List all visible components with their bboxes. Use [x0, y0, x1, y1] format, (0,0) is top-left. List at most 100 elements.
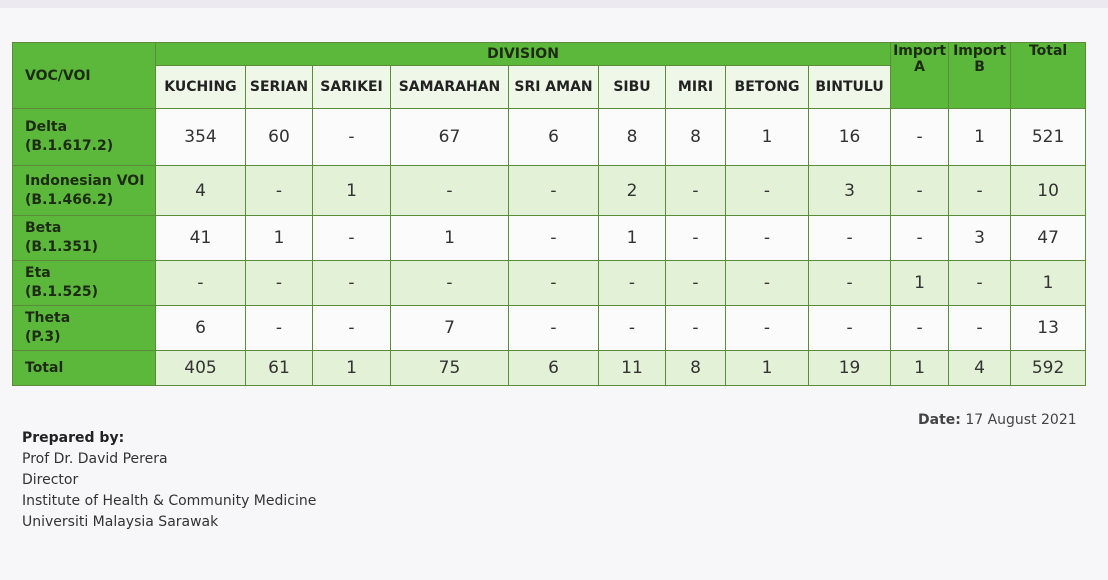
cell-value: - [312, 215, 391, 261]
cell-value: 1 [390, 215, 509, 261]
cell-value: 47 [1010, 215, 1087, 261]
cell-value: 8 [665, 350, 726, 386]
cell-value: - [890, 215, 950, 261]
cell-value: 1 [725, 108, 809, 166]
cell-value: 8 [665, 108, 726, 166]
table-row: Eta (B.1.525) - - - - - - - - -1-1 [12, 260, 1087, 306]
cell-value: - [725, 305, 809, 351]
cell-value: 1 [312, 165, 391, 216]
cell-value: 4 [155, 165, 246, 216]
cell-value: - [890, 165, 950, 216]
header-division-bintulu: BINTULU [807, 65, 892, 109]
cell-value: 60 [245, 108, 313, 166]
header-division-sarikei: SARIKEI [312, 65, 391, 109]
header-voc-voi: VOC/VOI [12, 42, 156, 109]
variant-cases-table: VOC/VOI DIVISION Import A Import B Total… [12, 42, 1087, 386]
cell-value: - [725, 260, 809, 306]
cell-value: 13 [1010, 305, 1087, 351]
cell-value: 6 [155, 305, 246, 351]
cell-value: - [312, 305, 391, 351]
cell-value: - [508, 260, 599, 306]
cell-value: - [807, 215, 892, 261]
cell-value: - [245, 165, 313, 216]
cell-value: 7 [390, 305, 509, 351]
cell-value: - [390, 260, 509, 306]
cell-value: 4 [948, 350, 1012, 386]
preparer-university: Universiti Malaysia Sarawak [22, 514, 219, 530]
header-division-serian: SERIAN [245, 65, 313, 109]
cell-value: 10 [1010, 165, 1087, 216]
cell-value: 3 [948, 215, 1012, 261]
cell-value: 16 [807, 108, 892, 166]
header-division-sibu: SIBU [598, 65, 666, 109]
cell-value: 1 [598, 215, 666, 261]
cell-value: 3 [807, 165, 892, 216]
preparer-institute: Institute of Health & Community Medicine [22, 493, 317, 509]
preparer-name: Prof Dr. David Perera [22, 451, 168, 467]
cell-value: 405 [155, 350, 246, 386]
row-label: Delta (B.1.617.2) [12, 108, 156, 166]
cell-value: - [665, 165, 726, 216]
cell-value: - [948, 260, 1012, 306]
cell-value: 2 [598, 165, 666, 216]
cell-value: 61 [245, 350, 313, 386]
cell-value: - [245, 260, 313, 306]
cell-value: 75 [390, 350, 509, 386]
cell-value: 1 [890, 260, 950, 306]
prepared-by-label: Prepared by: [22, 430, 125, 446]
cell-value: 1 [1010, 260, 1087, 306]
cell-value: 1 [245, 215, 313, 261]
cell-value: 6 [508, 108, 599, 166]
cell-value: - [665, 260, 726, 306]
cell-value: - [807, 305, 892, 351]
cell-value: - [598, 260, 666, 306]
table-row: Delta (B.1.617.2) 354 60-67 6 8 8 1 16-1 521 [12, 108, 1087, 166]
cell-value: - [155, 260, 246, 306]
cell-value: 11 [598, 350, 666, 386]
table-row: Beta (B.1.351) 41 1-1-1- - - -3 47 [12, 215, 1087, 261]
cell-value: 354 [155, 108, 246, 166]
cell-value: - [312, 260, 391, 306]
cell-value: 8 [598, 108, 666, 166]
cell-value: - [890, 305, 950, 351]
cell-value: - [725, 215, 809, 261]
row-label: Indonesian VOI (B.1.466.2) [12, 165, 156, 216]
cell-value: - [508, 215, 599, 261]
cell-value: - [390, 165, 509, 216]
document-date: Date: 17 August 2021 [918, 412, 1077, 428]
cell-value: - [890, 108, 950, 166]
cell-value: - [948, 305, 1012, 351]
header-import-b: Import B [948, 42, 1012, 109]
row-label: Theta (P.3) [12, 305, 156, 351]
header-division: DIVISION [154, 42, 892, 66]
header-total: Total [1010, 42, 1087, 109]
cell-value: 1 [890, 350, 950, 386]
header-division-betong: BETONG [725, 65, 809, 109]
cell-value: 521 [1010, 108, 1087, 166]
row-label: Beta (B.1.351) [12, 215, 156, 261]
cell-value: - [598, 305, 666, 351]
cell-value: - [508, 305, 599, 351]
cell-value: - [508, 165, 599, 216]
header-division-samarahan: SAMARAHAN [390, 65, 509, 109]
cell-value: 1 [725, 350, 809, 386]
cell-value: 1 [312, 350, 391, 386]
cell-value: - [665, 215, 726, 261]
prepared-by-block: Prepared by: Prof Dr. David Perera Direc… [22, 428, 316, 533]
cell-value: - [245, 305, 313, 351]
cell-value: 67 [390, 108, 509, 166]
header-division-kuching: KUCHING [155, 65, 246, 109]
header-division-sri-aman: SRI AMAN [508, 65, 599, 109]
table-row: Indonesian VOI (B.1.466.2) 4-1- -2- -3- -10 [12, 165, 1087, 216]
row-label: Total [12, 350, 156, 386]
table-row: Total 405 61 1 75 6 11 8 1 19 1 4 592 [12, 350, 1087, 386]
row-label: Eta (B.1.525) [12, 260, 156, 306]
cell-value: - [725, 165, 809, 216]
cell-value: 41 [155, 215, 246, 261]
cell-value: 1 [948, 108, 1012, 166]
header-division-miri: MIRI [665, 65, 726, 109]
cell-value: 592 [1010, 350, 1087, 386]
cell-value: - [948, 165, 1012, 216]
header-import-a: Import A [890, 42, 950, 109]
cell-value: - [807, 260, 892, 306]
